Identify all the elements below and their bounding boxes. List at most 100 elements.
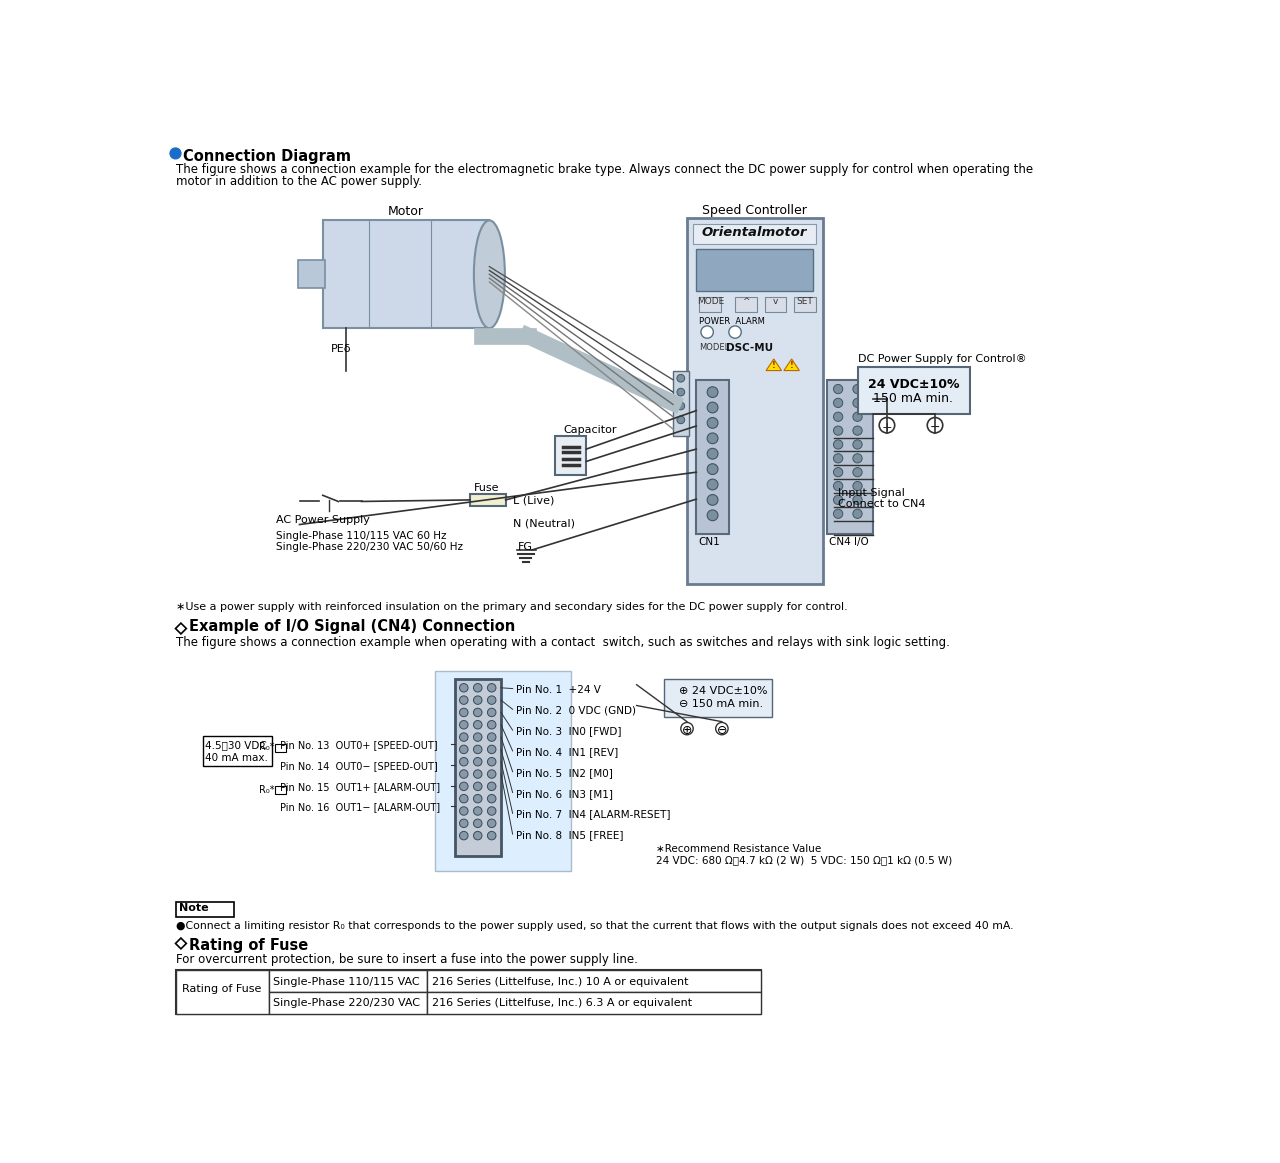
Circle shape	[460, 721, 468, 729]
Text: !: !	[772, 361, 776, 370]
Circle shape	[833, 440, 842, 449]
Text: 24 VDC±10%: 24 VDC±10%	[868, 378, 959, 391]
Text: Pin No. 1  +24 V: Pin No. 1 +24 V	[517, 685, 602, 694]
Bar	[694, 224, 817, 244]
Text: SET: SET	[796, 298, 813, 306]
Circle shape	[460, 733, 468, 741]
Text: Pin No. 2  0 VDC (GND): Pin No. 2 0 VDC (GND)	[517, 706, 636, 715]
Text: L (Live): L (Live)	[512, 495, 554, 505]
Circle shape	[707, 387, 718, 398]
Text: 24 VDC: 680 Ω～4.7 kΩ (2 W)  5 VDC: 150 Ω～1 kΩ (0.5 W): 24 VDC: 680 Ω～4.7 kΩ (2 W) 5 VDC: 150 Ω～…	[657, 856, 952, 865]
Circle shape	[707, 464, 718, 475]
Text: R₀*: R₀*	[259, 785, 275, 794]
Bar	[175, 901, 234, 918]
Circle shape	[677, 416, 685, 423]
Circle shape	[833, 495, 842, 505]
Text: !: !	[790, 361, 794, 370]
Text: CN1: CN1	[699, 537, 721, 547]
Text: Note: Note	[179, 904, 209, 913]
Circle shape	[707, 494, 718, 505]
Text: 150 mA min.: 150 mA min.	[873, 392, 954, 405]
Circle shape	[707, 448, 718, 459]
Circle shape	[474, 721, 483, 729]
Circle shape	[707, 479, 718, 490]
Circle shape	[707, 509, 718, 521]
Circle shape	[833, 385, 842, 393]
Text: Rating of Fuse: Rating of Fuse	[182, 984, 261, 994]
Circle shape	[474, 684, 483, 692]
Circle shape	[833, 509, 842, 519]
Bar	[858, 366, 970, 414]
Text: Input Signal: Input Signal	[838, 487, 905, 498]
Bar	[673, 371, 689, 436]
Bar	[696, 249, 813, 291]
Text: 40 mA max.: 40 mA max.	[205, 754, 268, 763]
Text: Example of I/O Signal (CN4) Connection: Example of I/O Signal (CN4) Connection	[189, 619, 516, 634]
Text: +: +	[882, 421, 892, 434]
Circle shape	[707, 418, 718, 428]
Text: Rating of Fuse: Rating of Fuse	[189, 939, 308, 952]
Text: −: −	[929, 421, 941, 434]
Circle shape	[677, 388, 685, 395]
Text: Orientalmotor: Orientalmotor	[701, 226, 808, 238]
Polygon shape	[783, 359, 800, 371]
Text: Single-Phase 110/115 VAC: Single-Phase 110/115 VAC	[273, 977, 420, 986]
Circle shape	[488, 745, 495, 754]
Circle shape	[460, 745, 468, 754]
Text: v: v	[773, 298, 778, 306]
Text: N (Neutral): N (Neutral)	[512, 519, 575, 528]
Text: ∗Use a power supply with reinforced insulation on the primary and secondary side: ∗Use a power supply with reinforced insu…	[175, 601, 847, 612]
Bar	[687, 219, 823, 584]
Circle shape	[460, 794, 468, 802]
Circle shape	[852, 468, 863, 477]
Circle shape	[474, 745, 483, 754]
Polygon shape	[765, 359, 782, 371]
Text: Connection Diagram: Connection Diagram	[183, 149, 351, 164]
Bar	[269, 992, 428, 1013]
Circle shape	[474, 807, 483, 815]
Circle shape	[474, 783, 483, 791]
Bar	[735, 297, 756, 312]
Text: Capacitor: Capacitor	[563, 426, 617, 435]
Bar	[175, 970, 760, 1013]
Text: ⊕ 24 VDC±10%: ⊕ 24 VDC±10%	[680, 686, 768, 697]
Text: Motor: Motor	[388, 205, 424, 217]
Circle shape	[852, 495, 863, 505]
Text: Pin No. 14  OUT0− [SPEED-OUT]: Pin No. 14 OUT0− [SPEED-OUT]	[280, 761, 438, 771]
Circle shape	[460, 819, 468, 828]
Text: Pin No. 3  IN0 [FWD]: Pin No. 3 IN0 [FWD]	[517, 727, 622, 736]
Text: DSC-MU: DSC-MU	[726, 343, 773, 352]
Circle shape	[170, 148, 180, 159]
Text: ⊕: ⊕	[682, 725, 692, 737]
Circle shape	[852, 509, 863, 519]
Text: Pin No. 6  IN3 [M1]: Pin No. 6 IN3 [M1]	[517, 789, 613, 799]
Circle shape	[852, 426, 863, 435]
Bar	[556, 436, 586, 475]
Circle shape	[488, 684, 495, 692]
Circle shape	[488, 721, 495, 729]
Circle shape	[488, 783, 495, 791]
Text: Pin No. 16  OUT1− [ALARM-OUT]: Pin No. 16 OUT1− [ALARM-OUT]	[280, 802, 440, 813]
Circle shape	[701, 326, 713, 338]
Bar	[454, 678, 500, 856]
Text: Pin No. 15  OUT1+ [ALARM-OUT]: Pin No. 15 OUT1+ [ALARM-OUT]	[280, 782, 440, 792]
Circle shape	[852, 398, 863, 407]
Text: The figure shows a connection example when operating with a contact  switch, suc: The figure shows a connection example wh…	[175, 636, 950, 649]
Text: ●Connect a limiting resistor R₀ that corresponds to the power supply used, so th: ●Connect a limiting resistor R₀ that cor…	[175, 921, 1012, 932]
Circle shape	[681, 722, 694, 735]
Bar	[428, 970, 760, 992]
Bar	[275, 744, 287, 751]
Circle shape	[460, 695, 468, 705]
Circle shape	[677, 374, 685, 383]
Bar	[323, 221, 489, 328]
Text: Pin No. 5  IN2 [M0]: Pin No. 5 IN2 [M0]	[517, 768, 613, 778]
Circle shape	[460, 832, 468, 840]
Circle shape	[488, 794, 495, 802]
Text: Speed Controller: Speed Controller	[701, 205, 806, 217]
Text: Pin No. 7  IN4 [ALARM-RESET]: Pin No. 7 IN4 [ALARM-RESET]	[517, 809, 671, 820]
Circle shape	[852, 481, 863, 491]
Circle shape	[707, 402, 718, 413]
Text: Single-Phase 220/230 VAC: Single-Phase 220/230 VAC	[273, 998, 420, 1008]
Text: Fuse: Fuse	[474, 483, 499, 493]
Text: ⊖: ⊖	[717, 725, 727, 737]
